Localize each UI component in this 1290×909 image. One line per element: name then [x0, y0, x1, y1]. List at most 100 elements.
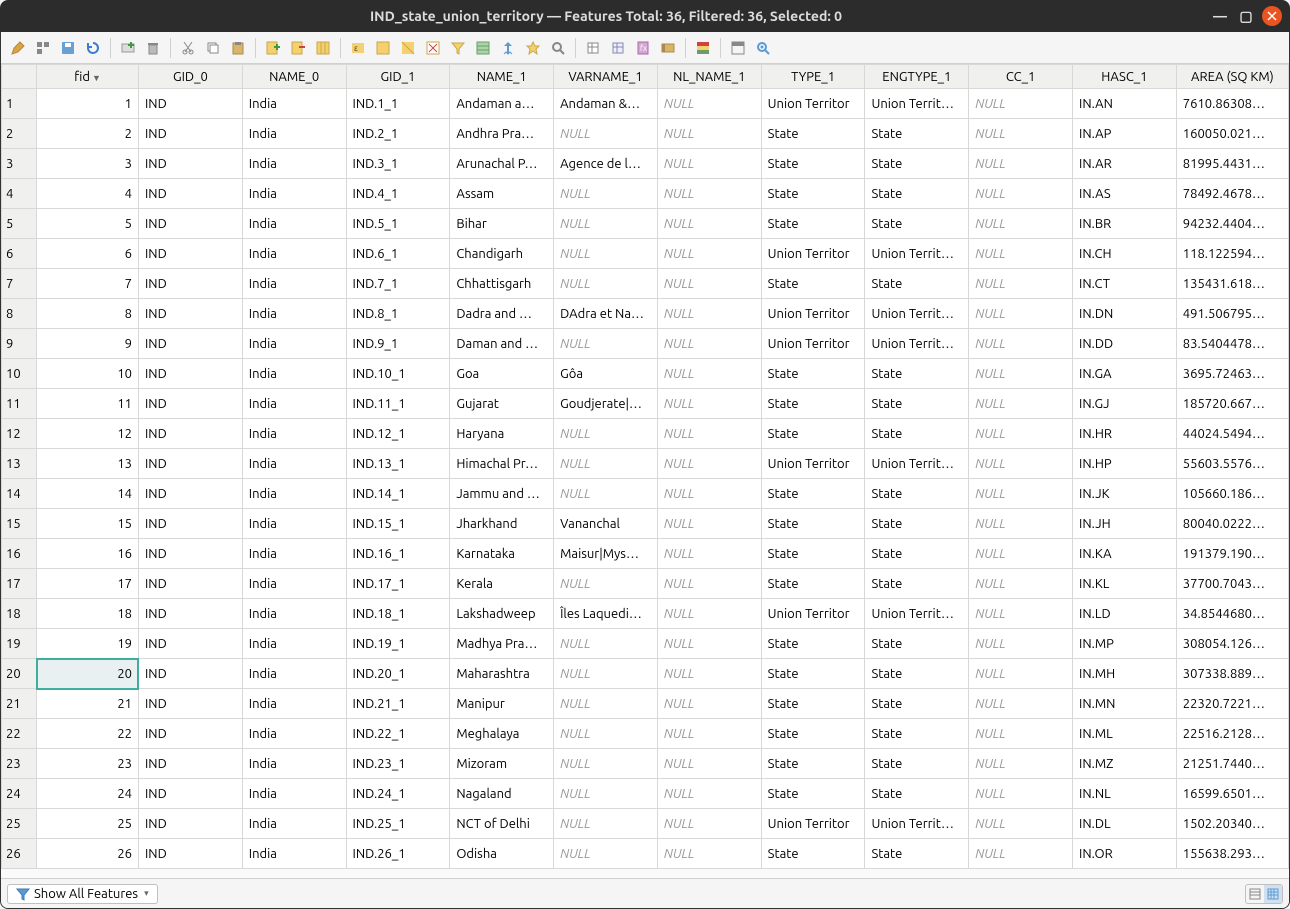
table-cell[interactable]: NULL [969, 89, 1073, 119]
table-cell[interactable]: India [242, 809, 346, 839]
table-cell[interactable]: NULL [969, 419, 1073, 449]
table-cell[interactable]: Haryana [450, 419, 554, 449]
table-cell[interactable]: State [865, 389, 969, 419]
table-cell[interactable]: NULL [554, 179, 658, 209]
table-cell[interactable]: NULL [657, 359, 761, 389]
table-cell[interactable]: IND.9_1 [346, 329, 450, 359]
table-cell[interactable]: State [761, 479, 865, 509]
table-cell[interactable]: 11 [37, 389, 139, 419]
table-cell[interactable]: IND [138, 389, 242, 419]
table-row[interactable]: 55INDIndiaIND.5_1BiharNULLNULLStateState… [2, 209, 1289, 239]
table-cell[interactable]: NULL [969, 689, 1073, 719]
table-cell[interactable]: 22 [37, 719, 139, 749]
table-cell[interactable]: 16 [37, 539, 139, 569]
table-cell[interactable]: Gôa [554, 359, 658, 389]
col-header-name0[interactable]: NAME_0 [242, 65, 346, 89]
table-cell[interactable]: 94232.4404… [1176, 209, 1288, 239]
table-cell[interactable]: IN.ML [1073, 719, 1177, 749]
table-cell[interactable]: NULL [969, 269, 1073, 299]
table-cell[interactable]: NULL [657, 269, 761, 299]
table-cell[interactable]: IND.24_1 [346, 779, 450, 809]
table-cell[interactable]: 17 [37, 569, 139, 599]
table-cell[interactable]: 8 [37, 299, 139, 329]
table-cell[interactable]: India [242, 539, 346, 569]
table-cell[interactable]: State [761, 839, 865, 869]
table-cell[interactable]: State [865, 749, 969, 779]
table-cell[interactable]: IN.MH [1073, 659, 1177, 689]
table-cell[interactable]: IND [138, 299, 242, 329]
table-cell[interactable]: NULL [657, 719, 761, 749]
row-number[interactable]: 26 [2, 839, 37, 869]
table-cell[interactable]: IN.MN [1073, 689, 1177, 719]
table-cell[interactable]: Agence de l… [554, 149, 658, 179]
field-calc-icon[interactable]: fx [632, 37, 654, 59]
table-cell[interactable]: 20 [37, 659, 139, 689]
table-cell[interactable]: IN.OR [1073, 839, 1177, 869]
copy-cell-icon[interactable] [582, 37, 604, 59]
actions-icon[interactable] [752, 37, 774, 59]
table-cell[interactable]: Odisha [450, 839, 554, 869]
table-cell[interactable]: IND [138, 629, 242, 659]
table-cell[interactable]: India [242, 509, 346, 539]
invert-selection-icon[interactable] [397, 37, 419, 59]
row-number[interactable]: 8 [2, 299, 37, 329]
form-view-icon[interactable] [1246, 885, 1264, 903]
select-by-expression-icon[interactable]: ε [347, 37, 369, 59]
table-cell[interactable]: NULL [657, 809, 761, 839]
table-cell[interactable]: IND.23_1 [346, 749, 450, 779]
row-number[interactable]: 24 [2, 779, 37, 809]
close-button[interactable] [1262, 6, 1282, 26]
table-cell[interactable]: IND.13_1 [346, 449, 450, 479]
table-cell[interactable]: NULL [657, 419, 761, 449]
table-cell[interactable]: NULL [969, 779, 1073, 809]
table-cell[interactable]: NULL [969, 599, 1073, 629]
col-header-area[interactable]: AREA (SQ KM) [1176, 65, 1288, 89]
table-cell[interactable]: IN.AS [1073, 179, 1177, 209]
table-cell[interactable]: IND [138, 149, 242, 179]
cut-icon[interactable] [177, 37, 199, 59]
table-cell[interactable]: India [242, 269, 346, 299]
table-cell[interactable]: NULL [657, 179, 761, 209]
table-row[interactable]: 2222INDIndiaIND.22_1MeghalayaNULLNULLSta… [2, 719, 1289, 749]
table-cell[interactable]: IN.CT [1073, 269, 1177, 299]
corner-cell[interactable] [2, 65, 37, 89]
table-row[interactable]: 22INDIndiaIND.2_1Andhra Pra…NULLNULLStat… [2, 119, 1289, 149]
table-cell[interactable]: NULL [969, 449, 1073, 479]
table-cell[interactable]: IN.GA [1073, 359, 1177, 389]
table-cell[interactable]: NULL [969, 209, 1073, 239]
table-cell[interactable]: NULL [657, 629, 761, 659]
table-cell[interactable]: 185720.667… [1176, 389, 1288, 419]
table-cell[interactable]: IN.JK [1073, 479, 1177, 509]
table-cell[interactable]: IND [138, 449, 242, 479]
table-row[interactable]: 1111INDIndiaIND.11_1GujaratGoudjerate|…N… [2, 389, 1289, 419]
table-cell[interactable]: Union Territor [761, 239, 865, 269]
table-cell[interactable]: 44024.5494… [1176, 419, 1288, 449]
filter-icon[interactable] [447, 37, 469, 59]
table-cell[interactable]: State [761, 209, 865, 239]
table-cell[interactable]: NULL [554, 629, 658, 659]
table-cell[interactable]: Maharashtra [450, 659, 554, 689]
table-cell[interactable]: 155638.293… [1176, 839, 1288, 869]
table-cell[interactable]: State [761, 569, 865, 599]
table-cell[interactable]: IND.20_1 [346, 659, 450, 689]
table-row[interactable]: 1313INDIndiaIND.13_1Himachal Pr…NULLNULL… [2, 449, 1289, 479]
row-number[interactable]: 9 [2, 329, 37, 359]
table-cell[interactable]: Union Territ… [865, 239, 969, 269]
table-cell[interactable]: 22320.7221… [1176, 689, 1288, 719]
table-cell[interactable]: IND.16_1 [346, 539, 450, 569]
table-cell[interactable]: Nagaland [450, 779, 554, 809]
table-cell[interactable]: Andaman a… [450, 89, 554, 119]
copy-icon[interactable] [202, 37, 224, 59]
table-cell[interactable]: 23 [37, 749, 139, 779]
table-cell[interactable]: IN.HP [1073, 449, 1177, 479]
table-cell[interactable]: State [865, 269, 969, 299]
table-cell[interactable]: IN.MZ [1073, 749, 1177, 779]
table-cell[interactable]: IND [138, 209, 242, 239]
table-cell[interactable]: NULL [657, 329, 761, 359]
table-cell[interactable]: IND [138, 779, 242, 809]
table-cell[interactable]: NULL [969, 809, 1073, 839]
row-number[interactable]: 16 [2, 539, 37, 569]
table-cell[interactable]: NULL [969, 509, 1073, 539]
table-cell[interactable]: IN.MP [1073, 629, 1177, 659]
table-cell[interactable]: NULL [657, 659, 761, 689]
